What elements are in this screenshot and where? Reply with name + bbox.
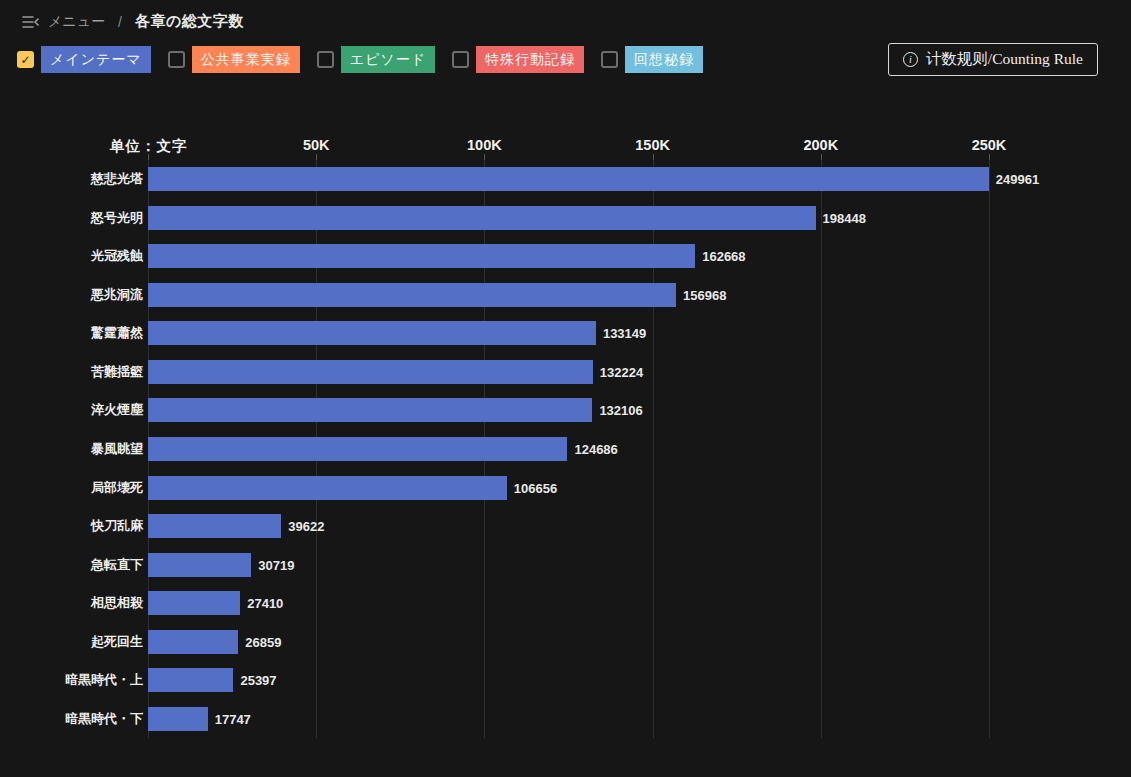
value-label: 25397 [233,673,276,688]
axis-gridline [989,160,990,738]
category-label: 相思相殺 [91,594,143,612]
category-label: 快刀乱麻 [91,517,143,535]
bar[interactable] [148,630,238,654]
category-label: 驚霆蕭然 [91,324,143,342]
checkbox-unchecked[interactable] [168,51,185,68]
category-label: 悪兆洞流 [91,286,143,304]
chart-row: 怒号光明198448 [148,199,989,238]
chart-row: 暗黒時代・上25397 [148,661,989,700]
axis-tick-label: 250K [972,137,1007,153]
category-label: 怒号光明 [91,209,143,227]
category-label: 慈悲光塔 [91,170,143,188]
filter-label[interactable]: 公共事業実録 [192,46,300,73]
bar[interactable] [148,167,989,191]
chart-row: 苦難揺籃132224 [148,353,989,392]
bar[interactable] [148,476,507,500]
category-label: 淬火煙塵 [91,401,143,419]
filter-label[interactable]: 回想秘録 [625,46,703,73]
axis-tick-label: 200K [803,137,838,153]
filter-label[interactable]: メインテーマ [41,46,151,73]
filter-item: 公共事業実録 [168,46,300,73]
breadcrumb-separator: / [114,14,126,30]
category-label: 暗黒時代・下 [65,710,143,728]
axis-tick-label: 50K [303,137,330,153]
bar[interactable] [148,553,251,577]
value-label: 30719 [251,557,294,572]
value-label: 198448 [816,210,866,225]
value-label: 26859 [238,634,281,649]
counting-rule-label: 计数规则/Counting Rule [926,49,1083,70]
chart-row: 暴風眺望124686 [148,430,989,469]
checkbox-unchecked[interactable] [452,51,469,68]
bar[interactable] [148,668,233,692]
checkbox-unchecked[interactable] [601,51,618,68]
value-label: 124686 [567,441,617,456]
chart-plot-area: 单位：文字 50K100K150K200K250K慈悲光塔249961怒号光明1… [148,160,989,738]
collapse-menu-icon[interactable] [22,15,39,29]
filter-item: ✓ メインテーマ [17,46,151,73]
bar[interactable] [148,283,676,307]
chart-row: 快刀乱麻39622 [148,507,989,546]
category-label: 暴風眺望 [91,440,143,458]
chart-row: 悪兆洞流156968 [148,276,989,315]
category-label: 起死回生 [91,633,143,651]
value-label: 249961 [989,172,1039,187]
bar[interactable] [148,398,592,422]
chart-row: 急転直下30719 [148,545,989,584]
checkbox-checked[interactable]: ✓ [17,51,34,68]
breadcrumb: メニュー / 各章の総文字数 [22,12,244,31]
bar[interactable] [148,437,567,461]
bar[interactable] [148,244,695,268]
chart-row: 局部壊死106656 [148,468,989,507]
page-title: 各章の総文字数 [135,12,244,31]
chart-row: 慈悲光塔249961 [148,160,989,199]
filter-item: 回想秘録 [601,46,703,73]
value-label: 133149 [596,326,646,341]
value-label: 156968 [676,287,726,302]
axis-tick [989,154,990,160]
filter-item: エピソード [317,46,435,73]
chart-row: 光冠残蝕162668 [148,237,989,276]
chart-row: 淬火煙塵132106 [148,391,989,430]
filter-bar: ✓ メインテーマ 公共事業実録 エピソード 特殊行動記録 回想秘録 i 计数规则/Coun… [17,43,1098,76]
category-label: 暗黒時代・上 [65,671,143,689]
bar[interactable] [148,514,281,538]
menu-label[interactable]: メニュー [48,13,105,31]
filter-item: 特殊行動記録 [452,46,584,73]
axis-tick-label: 100K [467,137,502,153]
checkbox-unchecked[interactable] [317,51,334,68]
value-label: 132224 [593,364,643,379]
bar-chart: 单位：文字 50K100K150K200K250K慈悲光塔249961怒号光明1… [0,135,1131,765]
bar[interactable] [148,707,208,731]
category-label: 光冠残蝕 [91,247,143,265]
chart-row: 驚霆蕭然133149 [148,314,989,353]
chart-row: 暗黒時代・下17747 [148,699,989,738]
value-label: 17747 [208,711,251,726]
bar[interactable] [148,206,816,230]
value-label: 39622 [281,519,324,534]
bar[interactable] [148,360,593,384]
value-label: 106656 [507,480,557,495]
value-label: 162668 [695,249,745,264]
category-label: 局部壊死 [91,479,143,497]
value-label: 132106 [592,403,642,418]
counting-rule-button[interactable]: i 计数规则/Counting Rule [888,43,1098,76]
bar[interactable] [148,321,596,345]
bar[interactable] [148,591,240,615]
chart-row: 相思相殺27410 [148,584,989,623]
axis-tick-label: 150K [635,137,670,153]
filter-label[interactable]: エピソード [341,46,435,73]
info-icon: i [903,52,918,67]
category-label: 苦難揺籃 [91,363,143,381]
value-label: 27410 [240,596,283,611]
category-label: 急転直下 [91,556,143,574]
chart-row: 起死回生26859 [148,622,989,661]
filter-label[interactable]: 特殊行動記録 [476,46,584,73]
